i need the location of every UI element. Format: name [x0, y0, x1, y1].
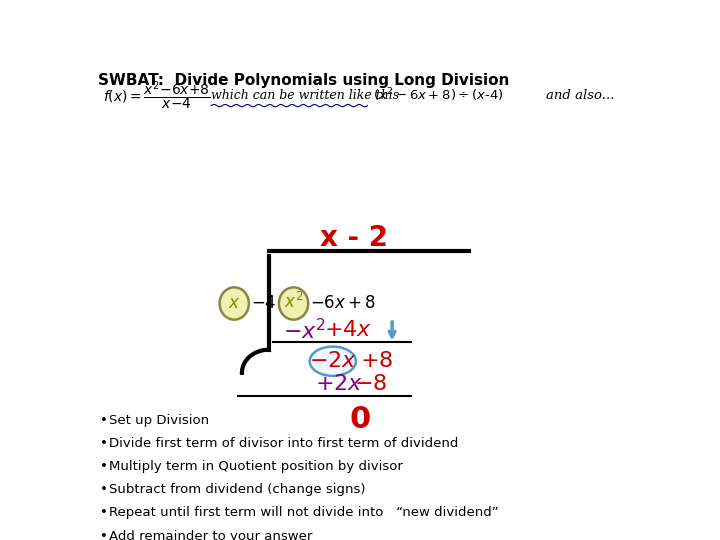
Text: Add remainder to your answer: Add remainder to your answer: [109, 530, 312, 540]
Text: $+8$: $+8$: [360, 351, 393, 372]
Text: Subtract from dividend (change signs): Subtract from dividend (change signs): [109, 483, 365, 496]
Text: Set up Division: Set up Division: [109, 414, 209, 427]
Text: $f(x) = \dfrac{x^2{-}6x{+}8}{x{-}4}$: $f(x) = \dfrac{x^2{-}6x{+}8}{x{-}4}$: [104, 79, 211, 112]
Text: •: •: [99, 530, 107, 540]
Text: $x$: $x$: [228, 294, 240, 313]
Text: $(x^2 - 6x + 8) \div(x\text{-}4)$: $(x^2 - 6x + 8) \div(x\text{-}4)$: [373, 87, 503, 104]
Text: Divide first term of divisor into first term of dividend: Divide first term of divisor into first …: [109, 437, 458, 450]
Text: Repeat until first term will not divide into   “new dividend”: Repeat until first term will not divide …: [109, 507, 498, 519]
Text: $-x^2$: $-x^2$: [283, 318, 326, 343]
Text: $- 8$: $- 8$: [354, 374, 387, 394]
Ellipse shape: [279, 287, 308, 320]
Text: •: •: [99, 483, 107, 496]
Text: SWBAT:  Divide Polynomials using Long Division: SWBAT: Divide Polynomials using Long Div…: [98, 72, 509, 87]
Text: $- 4$: $- 4$: [251, 294, 276, 313]
Text: $\mathbf{0}$: $\mathbf{0}$: [349, 404, 371, 434]
Text: x - 2: x - 2: [320, 224, 387, 252]
Text: $+ 4x$: $+ 4x$: [324, 320, 372, 340]
Text: •: •: [99, 507, 107, 519]
Text: $+2x$: $+2x$: [315, 374, 364, 394]
Text: •: •: [99, 460, 107, 473]
Text: Multiply term in Quotient position by divisor: Multiply term in Quotient position by di…: [109, 460, 402, 473]
Text: $x^2$: $x^2$: [284, 292, 303, 312]
Text: $- 2x$: $- 2x$: [309, 351, 357, 372]
Text: •: •: [99, 414, 107, 427]
Text: and also...: and also...: [546, 89, 615, 102]
Ellipse shape: [220, 287, 249, 320]
Ellipse shape: [310, 347, 356, 376]
Text: which can be written like this: which can be written like this: [211, 89, 400, 102]
Text: •: •: [99, 437, 107, 450]
Text: $- 6x + 8$: $- 6x + 8$: [310, 294, 377, 313]
